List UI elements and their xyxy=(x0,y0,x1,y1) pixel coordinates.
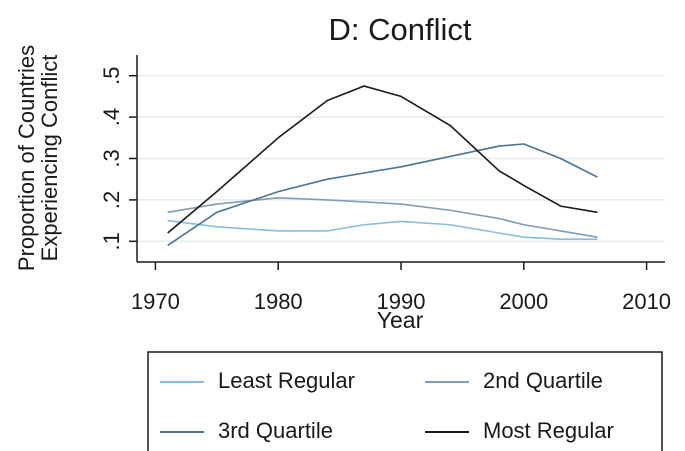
y-tick-label: .2 xyxy=(99,191,124,209)
legend-label: Least Regular xyxy=(218,368,355,393)
legend-box xyxy=(147,351,663,451)
series-line xyxy=(167,219,598,241)
legend-label: 3rd Quartile xyxy=(218,418,333,443)
x-tick-label: 1970 xyxy=(131,289,180,314)
series-line xyxy=(167,197,598,238)
x-tick-label: 1980 xyxy=(254,289,303,314)
legend-label: Most Regular xyxy=(483,418,614,443)
x-axis-label: Year xyxy=(377,307,424,333)
legend-label: 2nd Quartile xyxy=(483,368,603,393)
x-tick-label: 2000 xyxy=(499,289,548,314)
x-tick-label: 1990 xyxy=(377,289,426,314)
y-axis-label: Experiencing Conflict xyxy=(37,55,62,262)
series-line xyxy=(167,143,598,247)
x-tick-label: 2010 xyxy=(622,289,671,314)
series-line xyxy=(167,85,598,234)
y-tick-label: .1 xyxy=(99,232,124,250)
y-tick-label: .4 xyxy=(99,108,124,126)
y-tick-label: .5 xyxy=(99,67,124,85)
y-tick-label: .3 xyxy=(99,149,124,167)
y-axis-label: Proportion of Countries xyxy=(14,45,39,271)
chart-title: D: Conflict xyxy=(329,12,472,47)
